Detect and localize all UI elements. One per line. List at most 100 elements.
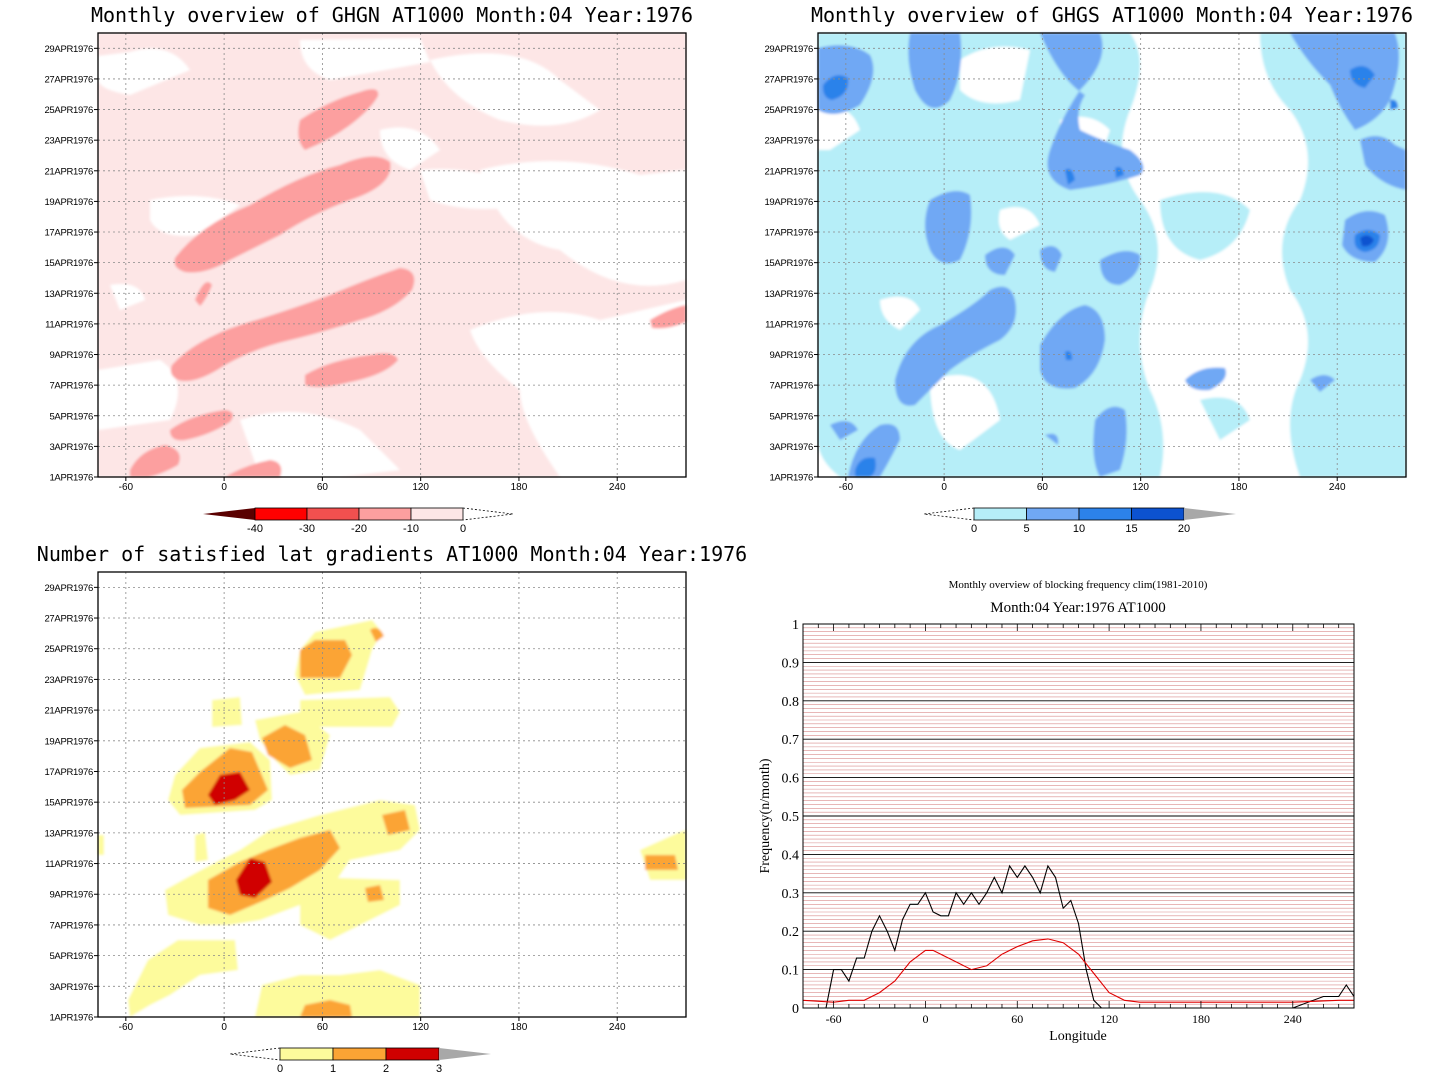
freq-subtitle: Month:04 Year:1976 AT1000 bbox=[990, 600, 1165, 616]
ghgn-zero-region bbox=[480, 161, 686, 286]
lat-y-tick-label: 1APR1976 bbox=[49, 1013, 93, 1024]
ghgn-x-tick-label: 240 bbox=[609, 482, 626, 493]
freq-title: Monthly overview of blocking frequency c… bbox=[949, 579, 1208, 591]
lat-x-tick-label: 120 bbox=[412, 1022, 429, 1033]
lat-y-tick-label: 15APR1976 bbox=[44, 798, 93, 809]
lat-three-region bbox=[208, 772, 250, 805]
lat-y-tick-label: 7APR1976 bbox=[49, 920, 93, 931]
ghgn-heatmap: -60 0 60 120 180 240 1APR1976 3APR1976 5APR1976 7… bbox=[44, 32, 687, 493]
ghgs-y-tick-label: 21APR1976 bbox=[764, 166, 813, 177]
ghgs-y-tick-label: 15APR1976 bbox=[764, 258, 813, 269]
ghgs-mid-region bbox=[1310, 375, 1335, 392]
freq-x-tick-label: 0 bbox=[922, 1012, 928, 1026]
freq-y-tick-label: 0.3 bbox=[782, 887, 800, 902]
ghgn-y-tick-label: 17APR1976 bbox=[44, 228, 93, 239]
ghgn-colorbar-left-arrow bbox=[203, 508, 255, 520]
ghgs-low-region bbox=[1200, 397, 1250, 440]
lat-two-region bbox=[262, 725, 312, 768]
lat-colorbar-label: 1 bbox=[330, 1063, 336, 1075]
lat-x-tick-label: -60 bbox=[119, 1022, 134, 1033]
ghgn-colorbar-swatch bbox=[306, 507, 360, 521]
freq-series-layer bbox=[802, 864, 1355, 1009]
ghgs-low-region bbox=[1160, 192, 1250, 260]
ghgn-neg-region bbox=[170, 268, 415, 381]
ghgn-y-tick-label: 5APR1976 bbox=[49, 411, 93, 422]
ghgn-colorbar-label: -30 bbox=[299, 523, 315, 535]
lat-two-region bbox=[300, 640, 352, 678]
blocking-frequency-line-chart: Monthly overview of blocking frequency c… bbox=[758, 579, 1355, 1044]
lat-colorbar-label: 3 bbox=[436, 1063, 442, 1075]
ghgs-frame bbox=[817, 32, 1407, 478]
ghgs-y-tick-label: 11APR1976 bbox=[765, 319, 813, 330]
ghgs-mid-region bbox=[1185, 367, 1226, 391]
freq-y-tick-label: 0.8 bbox=[782, 695, 800, 710]
ghgn-colorbar-right-arrow bbox=[462, 507, 514, 521]
ghgn-neg-region bbox=[650, 305, 686, 329]
ghgs-colorbar-left-arrow bbox=[923, 507, 975, 521]
freq-y-tick-label: 0.5 bbox=[782, 810, 800, 825]
ghgs-gridlines bbox=[818, 33, 1406, 477]
lat-two-region bbox=[365, 885, 384, 902]
ghgn-x-tick-label: 60 bbox=[317, 482, 329, 493]
ghgs-blank-region bbox=[930, 375, 1000, 450]
ghgs-colorbar-label: 20 bbox=[1178, 523, 1190, 535]
lat-y-tick-label: 19APR1976 bbox=[44, 736, 93, 747]
ghgn-neg-region bbox=[305, 353, 398, 387]
ghgs-mid-region bbox=[1040, 246, 1062, 272]
freq-climatology-series bbox=[802, 938, 1354, 1003]
ghgn-zero-region bbox=[98, 48, 190, 95]
ghgn-neg-region bbox=[195, 282, 212, 306]
freq-y-tick-label: 0.6 bbox=[782, 772, 800, 787]
ghgn-colorbar: -40 -30 -20 -10 0 bbox=[203, 507, 514, 535]
lat-one-region bbox=[195, 832, 208, 862]
ghgn-zero-region bbox=[98, 360, 178, 430]
ghgs-mid-region bbox=[908, 33, 962, 108]
lat-colorbar-swatch bbox=[385, 1047, 440, 1061]
ghgn-zero-region bbox=[430, 53, 600, 126]
freq-x-tick-label: 240 bbox=[1284, 1012, 1302, 1026]
lat-one-region bbox=[212, 697, 242, 727]
ghgs-colorbar-right-arrow bbox=[1184, 508, 1236, 520]
lat-y-tick-label: 11APR1976 bbox=[45, 859, 93, 870]
ghgs-colorbar-swatch bbox=[1026, 507, 1080, 521]
lat-x-tick-label: 180 bbox=[511, 1022, 528, 1033]
ghgs-colorbar-label: 10 bbox=[1073, 523, 1085, 535]
lat-one-region bbox=[255, 970, 420, 1017]
lat-colorbar-swatch bbox=[279, 1047, 334, 1061]
ghgs-colorbar-swatch bbox=[1078, 507, 1132, 521]
ghgs-blank-region bbox=[960, 46, 1030, 104]
ghgn-zero-region bbox=[110, 284, 145, 310]
ghgs-y-tick-label: 17APR1976 bbox=[764, 228, 813, 239]
ghgs-high-region bbox=[822, 75, 849, 100]
ghgs-mid-region bbox=[1360, 136, 1406, 190]
freq-blocking-series bbox=[803, 864, 1355, 1009]
ghgs-mid-region bbox=[895, 286, 1016, 406]
ghgs-y-tick-label: 9APR1976 bbox=[769, 350, 813, 361]
ghgs-title: Monthly overview of GHGS AT1000 Month:04… bbox=[811, 3, 1413, 27]
ghgn-colorbar-label: -20 bbox=[351, 523, 367, 535]
ghgn-y-tick-label: 1APR1976 bbox=[49, 473, 93, 484]
ghgn-axes: -60 0 60 120 180 240 1APR1976 3APR1976 5APR1976 7… bbox=[44, 44, 626, 493]
freq-y-tick-label: 0.2 bbox=[782, 925, 800, 940]
ghgn-neg-region bbox=[170, 410, 234, 441]
ghgn-y-tick-label: 9APR1976 bbox=[49, 350, 93, 361]
ghgs-y-tick-label: 29APR1976 bbox=[764, 44, 813, 55]
lat-y-tick-label: 5APR1976 bbox=[49, 951, 93, 962]
ghgn-x-tick-label: 180 bbox=[511, 482, 528, 493]
ghgs-peak-region bbox=[1360, 235, 1374, 247]
ghgs-y-tick-label: 1APR1976 bbox=[769, 473, 813, 484]
ghgn-zero-region bbox=[240, 412, 400, 477]
ghgs-high-region bbox=[1065, 168, 1075, 185]
lat-y-tick-label: 21APR1976 bbox=[44, 706, 93, 717]
lat-colorbar-label: 0 bbox=[277, 1063, 283, 1075]
ghgs-blank-region bbox=[880, 296, 920, 330]
ghgn-colorbar-label: -10 bbox=[403, 523, 419, 535]
ghgs-y-tick-label: 25APR1976 bbox=[764, 105, 813, 116]
freq-gridlines bbox=[803, 627, 1354, 1005]
lat-x-tick-label: 60 bbox=[317, 1022, 329, 1033]
ghgs-x-tick-label: 180 bbox=[1231, 482, 1248, 493]
ghgn-frame bbox=[97, 32, 687, 478]
ghgs-colorbar-label: 15 bbox=[1125, 523, 1137, 535]
ghgs-y-tick-label: 19APR1976 bbox=[764, 197, 813, 208]
